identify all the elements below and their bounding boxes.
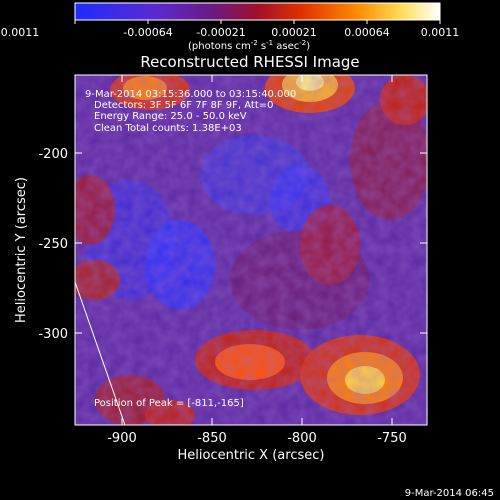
plot-frame: [74, 74, 428, 426]
y-tick-label: -250: [38, 237, 68, 252]
x-tick-label: -900: [107, 431, 137, 446]
colorbar-tick-label: -0.00064: [123, 26, 172, 39]
peak-position-label: Position of Peak = [-811,-165]: [94, 398, 244, 409]
colorbar-tick-label: 0.00021: [271, 26, 317, 39]
colorbar-gradient: [74, 2, 441, 21]
y-tick-label: -200: [38, 147, 68, 162]
solar-limb-line: [75, 281, 126, 425]
plot-title: Reconstructed RHESSI Image: [140, 53, 360, 71]
x-axis-title: Heliocentric X (arcsec): [178, 448, 325, 463]
timestamp: 9-Mar-2014 06:45: [405, 488, 494, 499]
x-tick-label: -800: [287, 431, 317, 446]
y-axis-title: Heliocentric Y (arcsec): [14, 177, 29, 323]
colorbar-unit-label: (photons cm-2 s-1 asec-2): [188, 39, 310, 52]
x-tick-label: -750: [377, 431, 407, 446]
info-time-range: 9-Mar-2014 03:15:36.000 to 03:15:40.000: [85, 89, 296, 100]
x-tick-label: -850: [197, 431, 227, 446]
colorbar-tick-label: -0.0011: [0, 26, 39, 39]
info-detectors: Detectors: 3F 5F 6F 7F 8F 9F, Att=0: [94, 100, 274, 111]
info-clean-counts: Clean Total counts: 1.38E+03: [94, 123, 242, 134]
colorbar-tick-label: 0.00064: [344, 26, 390, 39]
info-energy-range: Energy Range: 25.0 - 50.0 keV: [94, 111, 247, 122]
colorbar: -0.0011 -0.00064 -0.00021 0.00021 0.0006…: [0, 2, 460, 52]
colorbar-tick-label: 0.0011: [421, 26, 460, 39]
rhessi-image: [75, 75, 427, 425]
colorbar-tick-label: -0.00021: [196, 26, 245, 39]
y-tick-label: -300: [38, 327, 68, 342]
